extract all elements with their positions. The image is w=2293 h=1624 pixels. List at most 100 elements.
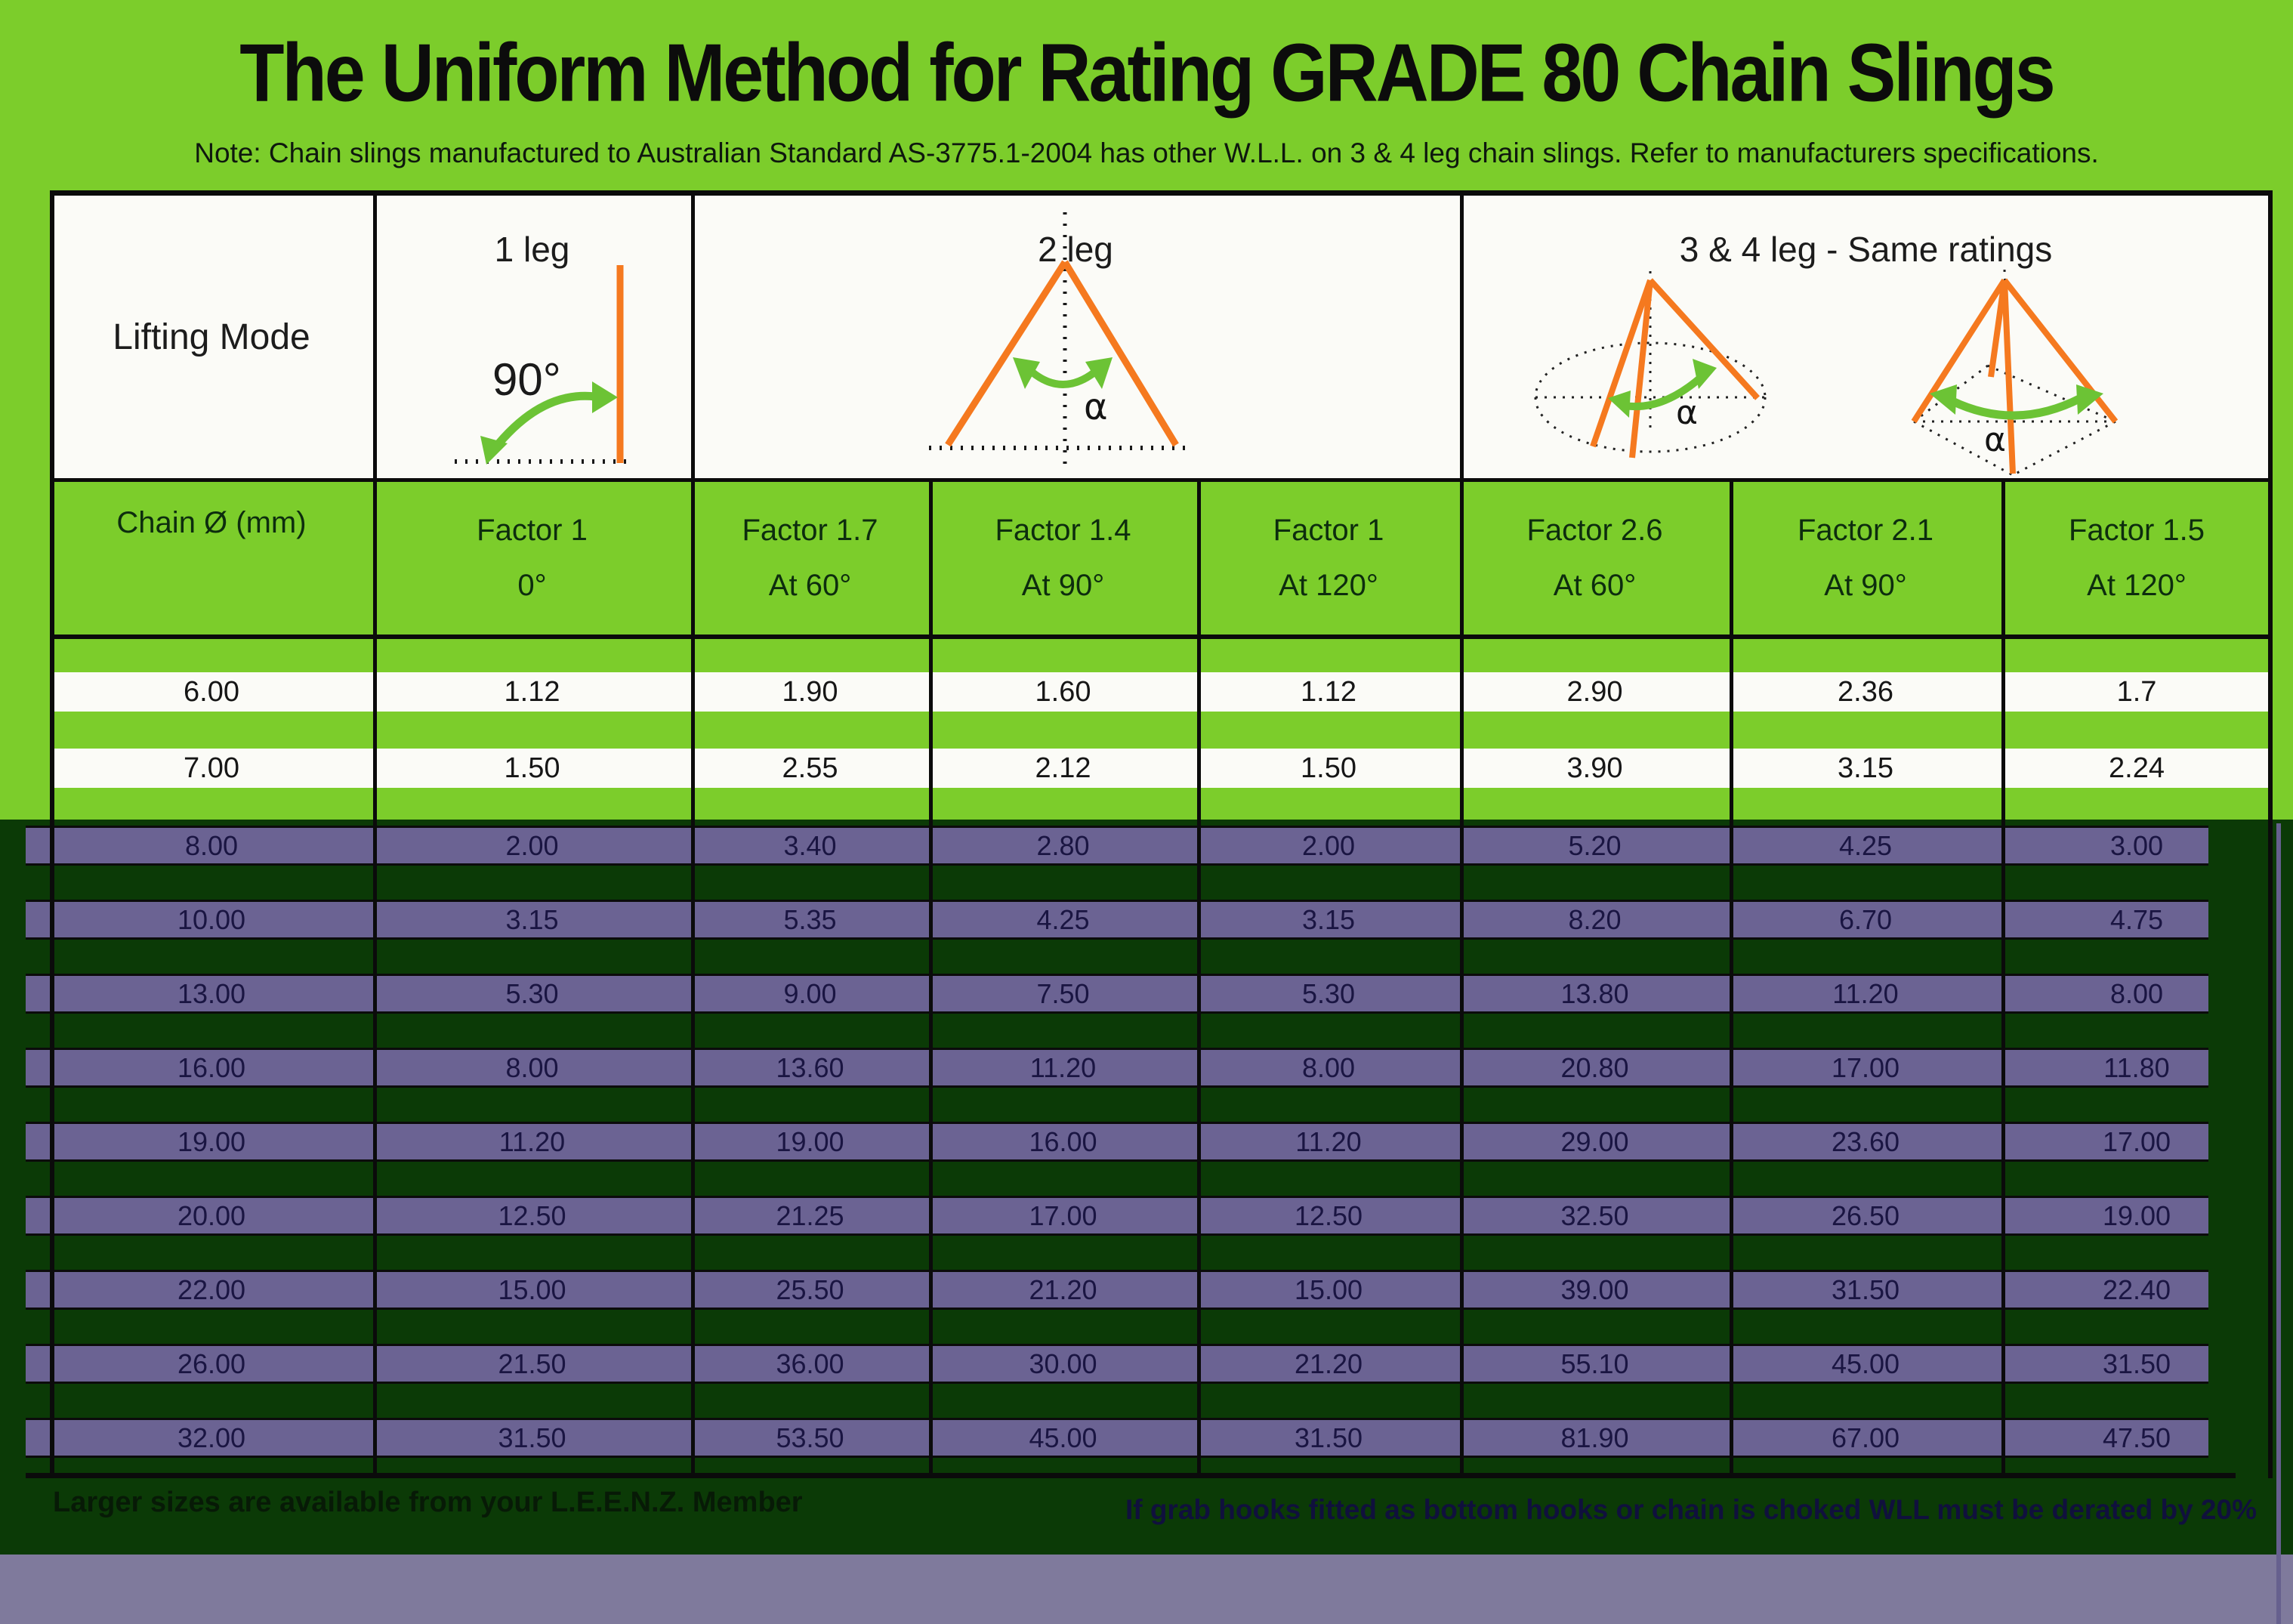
table-column-line [691,190,695,1478]
wll-value-cell: 31.50 [1294,1422,1363,1453]
wll-value-cell: 9.00 [783,978,837,1009]
wll-value-cell: 26.50 [1831,1200,1900,1231]
factor-angle: At 90° [1824,569,1907,602]
wll-value-cell: 4.75 [2109,904,2164,935]
wll-value-cell: 47.50 [2102,1422,2171,1453]
wll-value-cell: 2.55 [782,752,838,784]
chain-size-cell: 26.00 [177,1348,246,1379]
factor-label: Factor 1.5 [2068,514,2205,547]
wll-value-cell: 13.80 [1560,978,1629,1009]
wll-value-cell: 1.90 [782,676,838,708]
wll-value-cell: 45.00 [1831,1348,1900,1379]
one-leg-diagram: 90° [455,265,630,465]
wll-value-cell: 21.20 [1029,1274,1097,1305]
three-four-leg-diagram: α α [1534,269,2119,477]
right-edge-line [2276,823,2281,1624]
two-leg-angle-symbol: α [1084,386,1108,428]
wll-value-cell: 3.15 [505,904,559,935]
poster-title: The Uniform Method for Rating GRADE 80 C… [239,26,2055,119]
wll-value-cell: 13.60 [776,1052,844,1083]
table-column-line [2268,190,2273,1478]
row-stripe [26,976,2208,1011]
row-border-line [26,1344,2208,1346]
wll-value-cell: 11.20 [498,1126,566,1157]
wll-value-cell: 31.50 [498,1422,566,1453]
factor-angle: At 60° [1553,569,1637,602]
wll-value-cell: 45.00 [1029,1422,1097,1453]
factor-header-cell: Factor 1 0° [373,482,691,634]
row-stripe [26,828,2208,863]
wll-value-cell: 15.00 [498,1274,566,1305]
row-stripe [26,1050,2208,1085]
row-stripe [26,1124,2208,1159]
wll-value-cell: 3.00 [2109,830,2164,861]
row-border-line [26,1418,2208,1420]
footer-right-warning: If grab hooks fitted as bottom hooks or … [1125,1494,2257,1525]
factor-angle: At 90° [1021,569,1105,602]
one-leg-label: 1 leg [494,230,570,269]
table-row: 26.00 21.50 36.00 30.00 21.20 55.10 45.00 31.50 [50,1346,2272,1382]
wll-value-cell: 5.30 [1301,978,1356,1009]
three-four-leg-label: 3 & 4 leg - Same ratings [1679,230,2053,269]
wll-value-cell: 2.80 [1036,830,1090,861]
wll-value-cell: 23.60 [1831,1126,1900,1157]
wll-value-cell: 67.00 [1831,1422,1900,1453]
row-border-line [26,1456,2208,1458]
table-column-line [2001,482,2005,1478]
wll-value-cell: 11.20 [1832,978,1899,1009]
row-stripe [26,902,2208,937]
wll-value-cell: 7.50 [1036,978,1090,1009]
table-column-line [1197,482,1201,1478]
table-row: 10.00 3.15 5.35 4.25 3.15 8.20 6.70 4.75 [50,902,2272,937]
row-border-line [26,1233,2208,1236]
chain-size-cell: 19.00 [177,1126,246,1157]
wll-value-cell: 21.20 [1294,1348,1363,1379]
factor-header-cell: Factor 1.7 At 60° [691,482,929,634]
table-row: 6.00 1.12 1.90 1.60 1.12 2.90 2.36 1.7 [50,672,2272,712]
chain-size-cell: 10.00 [177,904,246,935]
row-stripe [50,749,2272,788]
wll-value-cell: 16.00 [1029,1126,1097,1157]
row-border-line [26,937,2208,940]
chain-size-cell: 8.00 [184,830,239,861]
table-column-line [1460,190,1464,1478]
row-border-line [26,900,2208,902]
factor-label: Factor 2.1 [1797,514,1934,547]
table-column-line [373,190,377,1478]
poster-note: Note: Chain slings manufactured to Austr… [194,137,2099,168]
two-leg-cell: α 2 leg [691,196,1460,478]
row-border-line [26,1085,2208,1088]
wll-value-cell: 5.20 [1568,830,1622,861]
lifting-mode-cell: Lifting Mode [50,196,373,478]
wll-value-cell: 12.50 [498,1200,566,1231]
table-row-line [50,634,2272,639]
wll-value-cell: 21.50 [498,1348,566,1379]
wll-value-cell: 12.50 [1294,1200,1363,1231]
row-stripe [26,1420,2208,1456]
lifting-mode-label: Lifting Mode [113,316,310,357]
bottom-purple-band [0,1555,2293,1624]
wll-value-cell: 1.12 [1301,676,1356,708]
wll-value-cell: 3.15 [1301,904,1356,935]
row-border-line [26,1196,2208,1198]
factor-label: Factor 2.6 [1526,514,1663,547]
wll-value-cell: 17.00 [1029,1200,1097,1231]
wll-value-cell: 22.40 [2102,1274,2171,1305]
row-border-line [26,1011,2208,1014]
row-border-line [26,1048,2208,1050]
wll-value-cell: 2.12 [1035,752,1091,784]
wll-value-cell: 8.20 [1568,904,1622,935]
four-leg-angle-symbol: α [1984,421,2006,459]
wll-value-cell: 1.50 [504,752,560,784]
wll-value-cell: 31.50 [1831,1274,1900,1305]
three-four-leg-cell: α α 3 & 4 leg - Same ratings [1460,196,2272,478]
chain-size-cell: 16.00 [177,1052,246,1083]
factor-angle: At 60° [768,569,852,602]
wll-value-cell: 39.00 [1560,1274,1629,1305]
wll-value-cell: 3.15 [1838,752,1893,784]
table-row: 20.00 12.50 21.25 17.00 12.50 32.50 26.50 19.00 [50,1198,2272,1233]
row-border-line [26,1159,2208,1162]
row-border-line [26,826,2208,828]
wll-value-cell: 32.50 [1560,1200,1629,1231]
